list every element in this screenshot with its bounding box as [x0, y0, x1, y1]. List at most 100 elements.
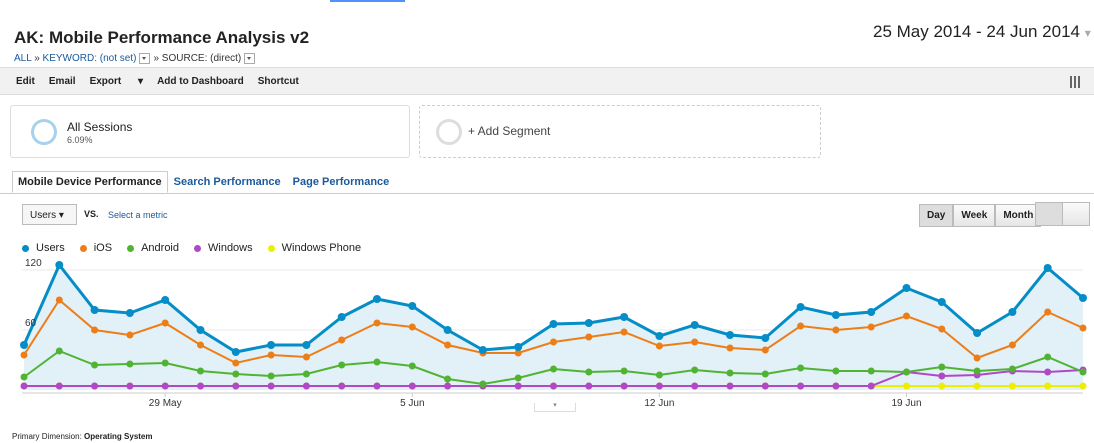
point — [1044, 308, 1052, 316]
segment-label: + Add Segment — [468, 124, 551, 138]
scatter-toggle[interactable] — [1062, 202, 1090, 226]
point — [90, 306, 99, 314]
crumb[interactable]: ALL — [14, 53, 32, 65]
point — [196, 326, 205, 334]
point — [761, 370, 769, 378]
tool[interactable]: Edit — [16, 76, 35, 87]
dimension-value: Operating System — [84, 432, 153, 441]
legend-item[interactable]: Windows — [194, 242, 253, 254]
point — [831, 311, 840, 319]
point — [514, 382, 522, 390]
tool[interactable]: Export ▾ — [89, 76, 144, 87]
point — [408, 362, 416, 370]
point — [1079, 294, 1087, 302]
point — [514, 349, 522, 357]
legend-item[interactable]: Android — [127, 242, 179, 254]
point — [1008, 341, 1016, 349]
point — [408, 382, 416, 390]
point — [197, 382, 204, 390]
point — [1079, 324, 1087, 332]
legend-item[interactable]: Windows Phone — [267, 242, 361, 254]
point — [197, 341, 204, 349]
top-indicator — [330, 0, 405, 2]
metric-select[interactable]: Users ▾ — [22, 204, 77, 225]
point — [514, 374, 522, 382]
crumb[interactable]: SOURCE: (direct) — [161, 53, 242, 65]
tab[interactable]: Mobile Device Performance — [12, 171, 168, 193]
point — [585, 382, 593, 390]
legend-item[interactable]: Users — [22, 242, 65, 254]
point — [125, 309, 134, 317]
point — [938, 325, 946, 333]
separator: » — [153, 53, 160, 65]
segment-ring — [31, 119, 57, 145]
point — [373, 319, 381, 327]
crumb[interactable]: KEYWORD: (not set) — [42, 53, 137, 65]
point — [655, 342, 663, 350]
point — [691, 382, 699, 390]
point — [126, 360, 134, 368]
point — [550, 382, 557, 390]
date-text: 25 May 2014 - 24 Jun 2014 — [873, 22, 1080, 41]
point — [550, 338, 557, 346]
y-tick-label: 60 — [25, 318, 37, 329]
point — [867, 308, 876, 316]
expand-handle[interactable]: ▾ — [534, 402, 576, 412]
legend-label: Users — [36, 242, 65, 254]
point — [302, 341, 311, 349]
point — [1008, 382, 1016, 390]
point — [832, 382, 840, 390]
point — [973, 382, 981, 390]
point — [232, 370, 240, 378]
point — [55, 296, 63, 304]
point — [1079, 382, 1087, 390]
dropdown[interactable] — [244, 53, 256, 64]
segment[interactable]: All Sessions 6.09% — [10, 105, 410, 158]
point — [584, 319, 593, 327]
tool[interactable]: Add to Dashboard — [157, 76, 244, 87]
point — [761, 346, 769, 354]
tab[interactable]: Search Performance — [173, 176, 281, 188]
line-chart-toggle[interactable] — [1035, 202, 1063, 226]
point — [1043, 264, 1052, 272]
point — [337, 313, 346, 321]
select-metric[interactable]: Select a metric — [108, 210, 168, 220]
interval[interactable]: Week — [953, 204, 996, 227]
legend: Users iOS Android Windows Windows Phone — [22, 242, 361, 254]
point — [655, 382, 663, 390]
point — [443, 326, 452, 334]
dimension-label: Primary Dimension: — [12, 432, 82, 441]
point — [620, 328, 628, 336]
point — [444, 375, 452, 383]
separator: » — [34, 53, 40, 65]
point — [267, 382, 275, 390]
point — [938, 382, 946, 390]
point — [91, 326, 99, 334]
x-tick-label: 29 May — [149, 398, 182, 409]
dropdown[interactable] — [139, 53, 151, 64]
point — [373, 295, 381, 303]
add-segment[interactable]: + Add Segment — [419, 105, 821, 158]
point — [1008, 308, 1017, 316]
tool[interactable]: Email — [48, 76, 76, 87]
grid-icon[interactable] — [1070, 76, 1082, 88]
legend-swatch — [127, 244, 135, 252]
x-tick-label: 12 Jun — [644, 398, 674, 409]
point — [867, 382, 875, 390]
toolbar: Edit Email Export ▾ Add to Dashboard Shortcu… — [0, 67, 1094, 95]
point — [20, 382, 28, 390]
interval[interactable]: Day — [919, 204, 954, 227]
point — [550, 365, 557, 373]
legend-item[interactable]: iOS — [79, 242, 113, 254]
point — [973, 329, 982, 337]
tool[interactable]: Shortcut — [257, 76, 299, 87]
point — [1044, 353, 1052, 361]
tab[interactable]: Page Performance — [292, 176, 390, 188]
point — [55, 382, 63, 390]
legend-label: iOS — [93, 242, 113, 254]
point — [91, 382, 99, 390]
point — [55, 261, 64, 269]
y-tick-label: 120 — [25, 258, 42, 269]
date-range[interactable]: 25 May 2014 - 24 Jun 2014 ▾ — [873, 22, 1091, 41]
point — [655, 332, 664, 340]
